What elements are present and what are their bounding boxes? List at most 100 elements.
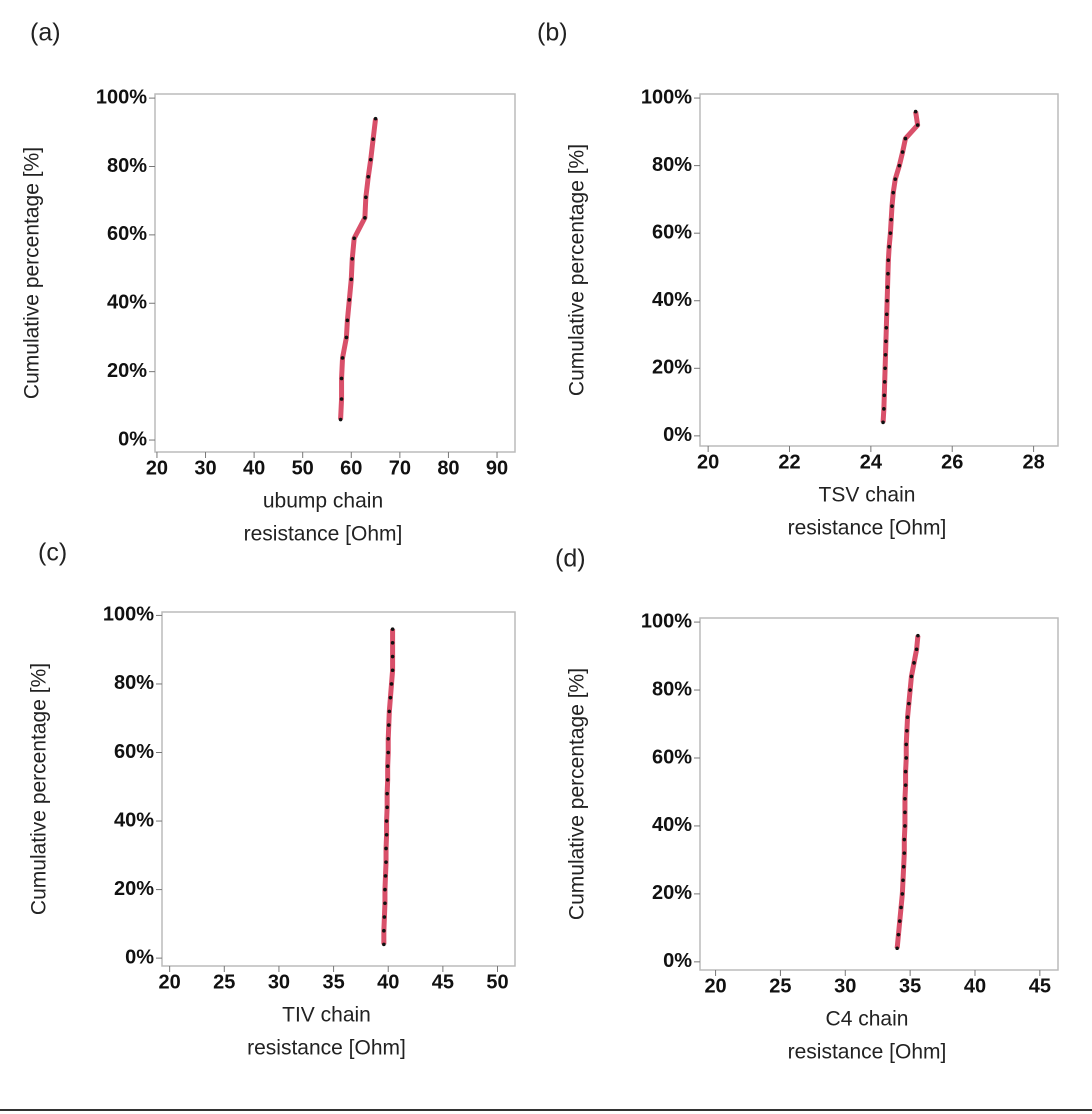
- data-point: [901, 878, 905, 883]
- x-tick-label: 90: [486, 457, 508, 479]
- x-tick-label: 20: [697, 451, 719, 473]
- data-point: [385, 764, 390, 769]
- data-point: [882, 393, 887, 398]
- panel-label: (c): [38, 539, 67, 567]
- data-point: [883, 352, 888, 357]
- y-tick-label: 100%: [103, 604, 154, 626]
- data-point: [350, 257, 355, 261]
- x-tick-label: 20: [146, 457, 168, 479]
- y-tick-label: 20%: [107, 360, 147, 382]
- data-point: [384, 860, 388, 864]
- data-line: [880, 111, 921, 423]
- data-point: [889, 217, 894, 222]
- x-axis-label: ubump chain: [263, 490, 383, 513]
- x-tick-label: 40: [243, 457, 265, 479]
- data-point: [385, 791, 389, 796]
- y-tick-label: 20%: [114, 878, 154, 900]
- data-point: [885, 298, 889, 303]
- data-point: [905, 729, 909, 733]
- data-point: [909, 674, 914, 679]
- x-tick-label: 70: [389, 457, 411, 479]
- data-point: [390, 668, 395, 673]
- x-tick-label: 40: [377, 971, 399, 993]
- x-tick-label: 26: [941, 451, 963, 473]
- data-point: [366, 174, 371, 179]
- y-axis-label: Cumulative percentage [%]: [566, 668, 589, 920]
- x-tick-label: 30: [194, 457, 216, 479]
- x-tick-label: 50: [292, 457, 314, 479]
- x-tick-label: 24: [860, 451, 883, 473]
- data-point: [338, 417, 343, 422]
- data-point: [385, 778, 390, 782]
- data-point: [883, 366, 887, 371]
- data-point: [902, 837, 907, 842]
- data-point: [891, 190, 896, 195]
- x-tick-label: 28: [1022, 451, 1044, 473]
- data-point: [386, 750, 391, 755]
- x-tick-label: 45: [432, 971, 454, 993]
- y-tick-label: 40%: [652, 814, 692, 836]
- data-point: [905, 715, 910, 720]
- x-tick-label: 80: [437, 457, 459, 479]
- data-point: [904, 742, 909, 747]
- y-tick-label: 100%: [96, 86, 147, 108]
- x-axis-label: resistance [Ohm]: [788, 1041, 947, 1064]
- data-point: [888, 231, 893, 235]
- data-point: [908, 688, 912, 692]
- data-point: [896, 932, 901, 937]
- data-point: [900, 892, 905, 896]
- panel-label: (b): [537, 19, 568, 47]
- x-tick-label: 20: [704, 975, 726, 997]
- data-point: [363, 215, 367, 220]
- y-tick-label: 80%: [652, 154, 692, 176]
- data-point: [903, 136, 908, 141]
- data-point: [386, 723, 391, 727]
- data-line: [338, 118, 379, 420]
- y-tick-label: 40%: [114, 809, 154, 831]
- y-tick-label: 60%: [652, 746, 692, 768]
- x-axis-label: resistance [Ohm]: [247, 1037, 406, 1060]
- x-axis-label: resistance [Ohm]: [788, 517, 947, 540]
- data-point: [373, 116, 378, 121]
- x-tick-label: 60: [340, 457, 362, 479]
- data-point: [384, 832, 389, 837]
- y-axis-label: Cumulative percentage [%]: [566, 144, 589, 396]
- data-point: [900, 150, 905, 154]
- x-tick-label: 30: [834, 975, 856, 997]
- data-point: [371, 137, 375, 141]
- y-axis-label: Cumulative percentage [%]: [21, 147, 44, 399]
- data-point: [389, 682, 394, 686]
- data-point: [347, 298, 352, 302]
- data-point: [885, 285, 890, 290]
- data-point: [903, 769, 908, 774]
- data-point: [897, 919, 902, 923]
- data-point: [384, 846, 388, 851]
- data-point: [887, 244, 891, 249]
- data-point: [907, 701, 911, 706]
- x-tick-label: 35: [322, 971, 344, 993]
- y-tick-label: 0%: [663, 424, 692, 446]
- data-point: [884, 325, 889, 330]
- x-tick-label: 25: [213, 971, 235, 993]
- y-tick-label: 0%: [663, 950, 692, 972]
- data-point: [913, 109, 918, 114]
- data-point: [383, 887, 387, 892]
- y-tick-label: 0%: [125, 946, 154, 968]
- y-tick-label: 60%: [652, 221, 692, 243]
- data-point: [903, 783, 908, 787]
- y-tick-label: 80%: [652, 678, 692, 700]
- x-tick-label: 20: [159, 971, 181, 993]
- data-point: [903, 810, 907, 815]
- data-point: [903, 796, 907, 801]
- y-tick-label: 80%: [107, 155, 147, 177]
- data-point: [382, 928, 386, 933]
- data-point: [886, 258, 891, 263]
- data-point: [382, 915, 387, 919]
- data-point: [390, 641, 395, 645]
- data-point: [893, 177, 898, 181]
- y-tick-label: 100%: [641, 86, 692, 108]
- data-point: [387, 709, 392, 714]
- data-point: [383, 874, 388, 878]
- data-point: [901, 864, 906, 869]
